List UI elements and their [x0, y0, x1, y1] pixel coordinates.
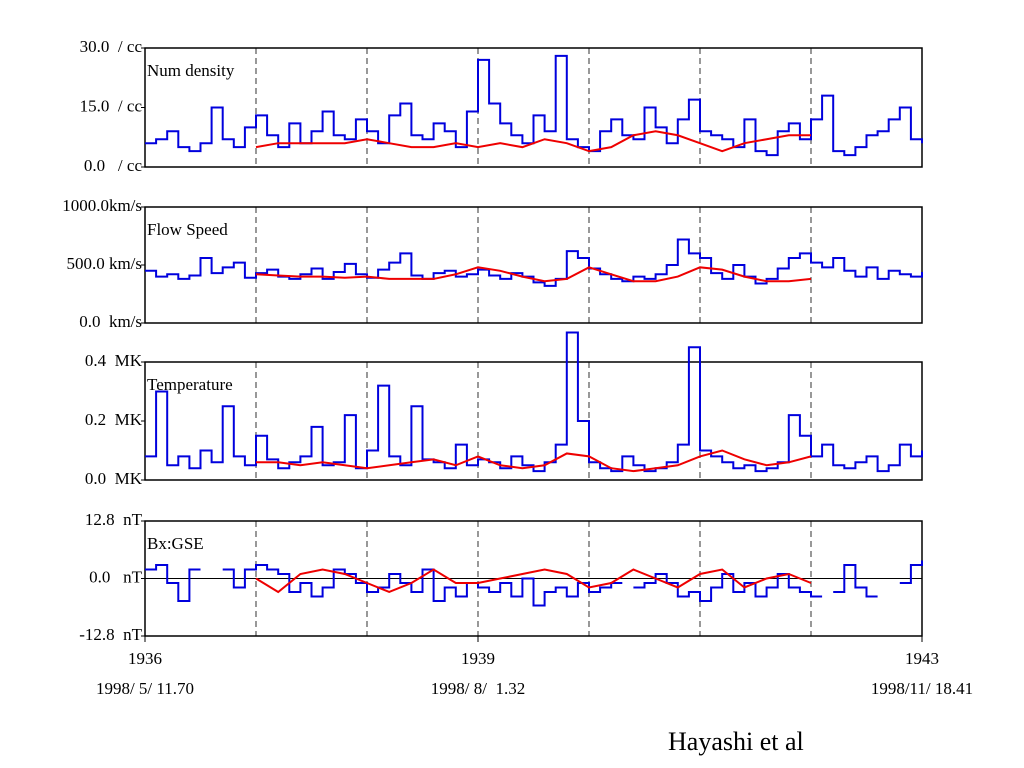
y-tick-label: 15.0 / cc — [80, 96, 143, 115]
panel-title: Bx:GSE — [147, 534, 204, 553]
x-tick-date: 1998/ 5/ 11.70 — [96, 679, 194, 698]
y-tick-label: 0.0 km/s — [79, 312, 142, 331]
plot-frame — [144, 47, 923, 168]
observed-line — [145, 54, 923, 157]
panel-title: Flow Speed — [147, 220, 228, 239]
observed-line — [145, 238, 923, 287]
observed-line — [145, 331, 923, 473]
y-tick-label: -12.8 nT — [79, 625, 142, 644]
y-tick-label: 0.0 nT — [89, 567, 143, 586]
y-tick-label: 0.2 MK — [85, 410, 143, 429]
y-tick-label: 12.8 nT — [85, 510, 143, 529]
annotation: Hayashi et al — [668, 727, 804, 756]
y-tick-label: 0.0 MK — [85, 469, 143, 488]
model-line — [255, 568, 812, 594]
y-tick-label: 30.0 / cc — [80, 37, 143, 56]
panel-title: Num density — [147, 61, 235, 80]
y-tick-label: 500.0 km/s — [66, 254, 142, 273]
model-line — [255, 130, 811, 153]
panel-title: Temperature — [147, 375, 233, 394]
x-tick-label: 1936 — [128, 649, 162, 668]
x-tick-label: 1939 — [461, 649, 495, 668]
x-tick-date: 1998/11/ 18.41 — [871, 679, 973, 698]
y-tick-label: 0.0 / cc — [84, 156, 143, 175]
plot-frame — [144, 206, 923, 324]
y-tick-label: 1000.0km/s — [62, 196, 142, 215]
y-tick-label: 0.4 MK — [85, 351, 143, 370]
x-tick-label: 1943 — [905, 649, 939, 668]
x-tick-date: 1998/ 8/ 1.32 — [431, 679, 525, 698]
model-line — [256, 449, 812, 473]
model-line — [255, 266, 812, 283]
